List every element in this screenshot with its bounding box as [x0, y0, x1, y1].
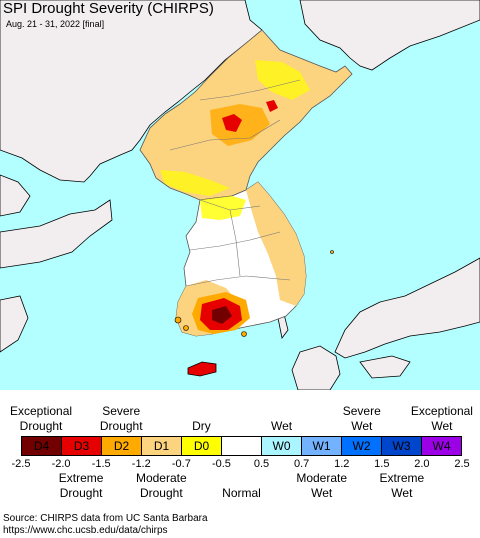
source-line-1: Source: CHIRPS data from UC Santa Barbar… [3, 513, 208, 524]
dry-patch-north-1 [255, 60, 310, 100]
legend-cell-d0: D0 [182, 437, 222, 455]
province-boundaries [169, 79, 301, 287]
exceptional-drought-south [212, 306, 232, 324]
legend-color-bar: D4 D3 D2 D1 D0 W0 W1 W2 W3 W4 [21, 436, 462, 456]
legend-label: Exceptional Wet [410, 404, 473, 433]
legend-cell-normal [222, 437, 262, 455]
legend-cell-w4: W4 [422, 437, 461, 455]
legend-tick: -2.5 [11, 458, 31, 470]
land-russia [299, 0, 480, 71]
legend-tick: 2.0 [414, 458, 430, 470]
source-line-2: https://www.chc.ucsb.edu/data/chirps [3, 525, 168, 536]
legend-cell-w0: W0 [262, 437, 302, 455]
legend-tick: -2.0 [51, 458, 71, 470]
legend-tick: -0.5 [211, 458, 231, 470]
legend-label: Moderate Drought [135, 471, 187, 500]
dry-band-east [246, 182, 306, 306]
legend-tick: 1.2 [334, 458, 350, 470]
legend-cell-d2: D2 [102, 437, 142, 455]
land-japan-shikoku [359, 355, 411, 379]
severe-patch-north-2 [266, 100, 278, 112]
legend-tick: -1.5 [91, 458, 111, 470]
land-japan-kyushu [291, 345, 341, 390]
legend-tick: 0.7 [293, 458, 310, 470]
legend-cell-d4: D4 [22, 437, 62, 455]
legend-cell-w3: W3 [382, 437, 422, 455]
land-china-southwest [0, 174, 31, 217]
drought-map [0, 0, 480, 390]
legend-tick: 2.5 [454, 458, 470, 470]
legend-label: Extreme Drought [58, 471, 104, 500]
dry-patch-north-2 [160, 170, 230, 196]
islands [174, 250, 334, 337]
legend-label: Normal [222, 486, 261, 500]
legend-label: Wet [271, 419, 293, 433]
legend-label: Extreme Wet [379, 471, 425, 500]
legend-tick: 0.5 [253, 458, 270, 470]
land-china-coast [0, 295, 29, 353]
land-jeju [187, 361, 217, 377]
land-japan-honshu [334, 257, 480, 359]
legend-label: Severe Drought [99, 404, 143, 433]
legend-tick: -0.7 [171, 458, 191, 470]
dry-band-northwest [200, 196, 246, 220]
legend-label: Exceptional Drought [10, 404, 73, 433]
legend-label: Severe Wet [342, 404, 381, 433]
legend-cell-w1: W1 [302, 437, 342, 455]
source-credit: Source: CHIRPS data from UC Santa Barbar… [3, 513, 208, 537]
legend-cell-w2: W2 [342, 437, 382, 455]
map-panel [0, 0, 480, 390]
legend-cell-d1: D1 [142, 437, 182, 455]
map-subtitle: Aug. 21 - 31, 2022 [final] [6, 19, 105, 29]
legend-tick: 1.5 [374, 458, 390, 470]
legend-cell-d3: D3 [62, 437, 102, 455]
legend-label: Dry [192, 419, 211, 433]
dry-patch-north-3 [210, 104, 270, 146]
legend-tick: -1.2 [131, 458, 151, 470]
land-china-shandong [0, 199, 113, 269]
map-title: SPI Drought Severity (CHIRPS) [3, 0, 214, 17]
legend-label: Moderate Wet [296, 471, 348, 500]
severe-patch-north [222, 114, 242, 132]
